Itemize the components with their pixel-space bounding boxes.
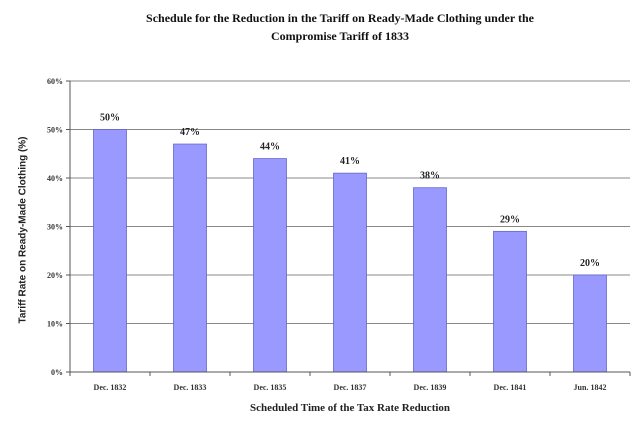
bar: [173, 143, 207, 373]
x-tick-label: Dec. 1841: [494, 383, 527, 392]
y-tick-label: 60%: [47, 77, 63, 86]
bar: [413, 187, 447, 373]
y-axis-label: Tariff Rate on Ready-Made Clothing (%): [17, 136, 29, 324]
y-tick-label: 40%: [47, 174, 63, 183]
data-label: 29%: [500, 214, 520, 225]
x-tick-label: Dec. 1839: [414, 383, 447, 392]
bar: [93, 129, 127, 373]
bar: [333, 172, 367, 373]
bar: [573, 274, 607, 373]
x-tick-label: Dec. 1835: [254, 383, 287, 392]
y-tick-label: 20%: [47, 271, 63, 280]
data-label: 20%: [580, 258, 600, 269]
x-tick-label: Dec. 1837: [334, 383, 367, 392]
x-tick-label: Dec. 1832: [94, 383, 127, 392]
x-tick-label: Jun. 1842: [574, 383, 607, 392]
data-label: 41%: [340, 156, 360, 167]
bar: [253, 158, 287, 373]
data-label: 50%: [100, 113, 120, 124]
bar: [493, 230, 527, 373]
chart-title-line-1: Schedule for the Reduction in the Tariff…: [146, 11, 534, 25]
x-tick-label: Dec. 1833: [174, 383, 207, 392]
data-label: 38%: [420, 171, 440, 182]
data-label: 47%: [180, 127, 200, 138]
y-tick-label: 0%: [51, 368, 63, 377]
y-tick-label: 50%: [47, 126, 63, 135]
data-label: 44%: [260, 142, 280, 153]
chart-title-line-2: Compromise Tariff of 1833: [270, 29, 410, 43]
y-tick-label: 10%: [47, 320, 63, 329]
y-tick-label: 30%: [47, 223, 63, 232]
x-axis-label: Scheduled Time of the Tax Rate Reduction: [249, 402, 451, 414]
